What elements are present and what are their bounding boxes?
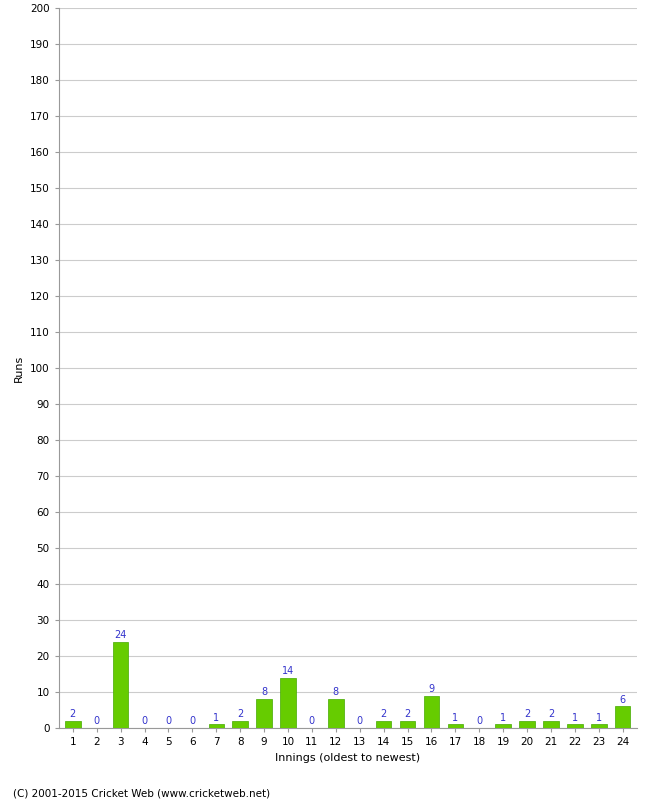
Text: 2: 2 [237,709,243,719]
Bar [113,642,129,728]
Text: 1: 1 [452,713,458,722]
Text: 0: 0 [309,716,315,726]
Bar [328,699,344,728]
Text: 24: 24 [114,630,127,640]
Text: 1: 1 [595,713,602,722]
Bar [400,721,415,728]
Bar [65,721,81,728]
Text: 0: 0 [476,716,482,726]
Bar [567,725,582,728]
Text: 8: 8 [333,687,339,698]
Bar [280,678,296,728]
Bar [591,725,606,728]
Text: (C) 2001-2015 Cricket Web (www.cricketweb.net): (C) 2001-2015 Cricket Web (www.cricketwe… [13,788,270,798]
Bar [376,721,391,728]
Text: 1: 1 [213,713,219,722]
Text: 2: 2 [548,709,554,719]
Bar [495,725,511,728]
Bar [519,721,535,728]
Bar [233,721,248,728]
Text: 2: 2 [404,709,411,719]
Text: 0: 0 [165,716,172,726]
Text: 6: 6 [619,694,626,705]
Bar [543,721,559,728]
Text: 2: 2 [380,709,387,719]
Text: 2: 2 [524,709,530,719]
X-axis label: Innings (oldest to newest): Innings (oldest to newest) [275,753,421,762]
Text: 9: 9 [428,684,434,694]
Bar [424,696,439,728]
Text: 14: 14 [282,666,294,676]
Text: 0: 0 [357,716,363,726]
Y-axis label: Runs: Runs [14,354,24,382]
Text: 0: 0 [189,716,196,726]
Text: 2: 2 [70,709,76,719]
Text: 1: 1 [500,713,506,722]
Bar [256,699,272,728]
Bar [209,725,224,728]
Bar [448,725,463,728]
Text: 0: 0 [142,716,148,726]
Bar [615,706,630,728]
Text: 8: 8 [261,687,267,698]
Text: 1: 1 [572,713,578,722]
Text: 0: 0 [94,716,100,726]
